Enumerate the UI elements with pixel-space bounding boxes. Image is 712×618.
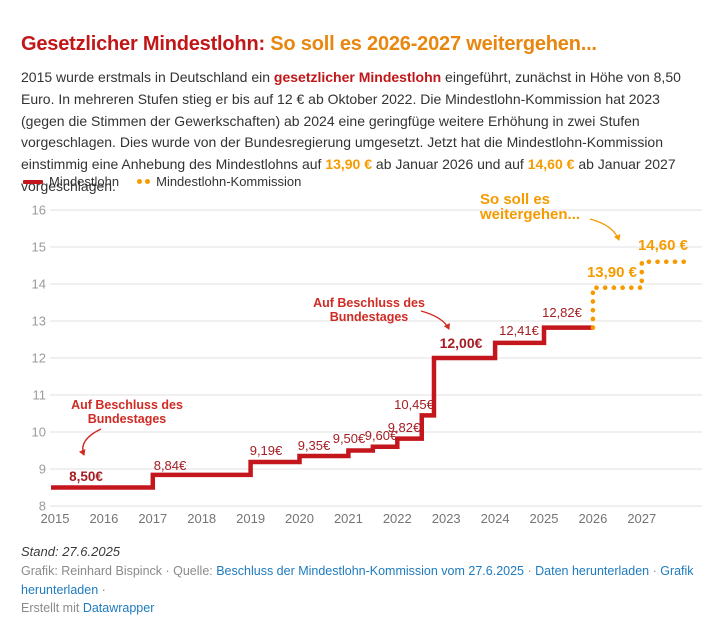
intro-highlight-1460: 14,60 € <box>527 156 575 173</box>
y-tick-label: 8 <box>39 499 46 514</box>
value-label: 10,45€ <box>394 397 435 412</box>
separator-1: · <box>524 564 536 578</box>
x-tick-label: 2027 <box>627 511 656 526</box>
y-tick-label: 11 <box>33 388 47 403</box>
x-tick-label: 2023 <box>432 511 461 526</box>
chart-svg: 8 9 10 11 12 13 14 15 16 2015 2016 2017 2018 2019 2020… <box>32 191 702 526</box>
series-kommission <box>590 259 695 330</box>
legend-label-kommission: Mindestlohn-Kommission <box>156 174 302 189</box>
red-line-swatch-icon <box>23 179 43 184</box>
annotation-2: So soll esweitergehen... <box>479 191 621 241</box>
value-label: 8,50€ <box>69 469 103 484</box>
datawrapper-link[interactable]: Datawrapper <box>82 601 155 615</box>
title-part-orange: So soll es 2026-2027 weitergehen... <box>270 33 597 56</box>
page: Gesetzlicher Mindestlohn: So soll es 202… <box>0 31 712 615</box>
x-tick-label: 2020 <box>285 511 314 526</box>
y-tick-label: 14 <box>32 277 46 292</box>
value-label: 12,41€ <box>499 323 540 338</box>
y-tick-label: 13 <box>32 314 46 329</box>
intro-highlight-mindestlohn: gesetzlicher Mindestlohn <box>273 69 442 85</box>
value-label: 9,82€ <box>388 420 421 435</box>
annotation-arrow-icon <box>589 218 621 241</box>
x-tick-label: 2018 <box>187 511 216 526</box>
intro-seg-2: eingeführt, zunächst in Höhe von 8,50 Eu… <box>21 69 681 173</box>
x-axis: 2015 2016 2017 2018 2019 2020 2021 2022 2023 2024… <box>41 511 657 526</box>
x-tick-label: 2015 <box>41 511 70 526</box>
orange-dots-swatch-icon <box>137 179 151 184</box>
credit-prefix: Grafik: Reinhard Bispinck · Quelle: <box>21 564 217 578</box>
legend-item-kommission: Mindestlohn-Kommission <box>137 174 301 189</box>
y-tick-label: 12 <box>32 351 46 366</box>
source-link[interactable]: Beschluss der Mindestlohn-Kommission vom… <box>216 564 525 578</box>
annotation-text: weitergehen... <box>479 206 580 223</box>
x-tick-label: 2022 <box>383 511 412 526</box>
annotation-text: Bundestages <box>88 412 167 426</box>
annotation-text: Auf Beschluss des <box>71 398 183 412</box>
step-chart: 8 9 10 11 12 13 14 15 16 2015 2016 2017 2018 2019 2020… <box>0 191 712 532</box>
intro-highlight-1390: 13,90 € <box>325 156 373 173</box>
y-tick-label: 9 <box>39 462 46 477</box>
y-tick-label: 15 <box>32 240 46 255</box>
intro-seg-1: 2015 wurde erstmals in Deutschland ein <box>21 69 274 85</box>
value-label: 12,82€ <box>542 305 583 320</box>
y-tick-label: 10 <box>32 425 46 440</box>
value-label: 12,00€ <box>440 335 483 351</box>
chart-legend: Mindestlohn Mindestlohn-Kommission <box>23 174 301 189</box>
separator-2: · <box>649 564 661 578</box>
annotation-text: Auf Beschluss des <box>313 296 425 310</box>
x-tick-label: 2025 <box>530 511 559 526</box>
value-label: 9,60€ <box>365 428 398 443</box>
series-mindestlohn <box>51 325 593 490</box>
annotation-text: Bundestages <box>330 310 409 324</box>
y-tick-label: 16 <box>32 203 46 218</box>
download-data-link[interactable]: Daten herunterladen <box>535 564 650 578</box>
stand-note: Stand: 27.6.2025 <box>21 544 121 559</box>
annotation-arrow-icon <box>420 310 450 330</box>
x-tick-label: 2024 <box>481 511 510 526</box>
separator-3: · <box>98 582 106 597</box>
page-title: Gesetzlicher Mindestlohn: So soll es 202… <box>21 31 697 57</box>
value-labels: 8,50€ 8,84€ 9,19€ 9,35€ 9,50€ 9,60€9,82€ 10,45… <box>69 237 689 484</box>
annotation-text: So soll es <box>480 192 550 208</box>
value-label: 14,60 € <box>638 237 689 254</box>
attribution-line: Grafik: Reinhard Bispinck · Quelle: Besc… <box>21 562 697 618</box>
intro-seg-3: ab Januar 2026 und auf <box>372 156 528 173</box>
value-label: 9,50€ <box>333 431 366 446</box>
legend-label-mindestlohn: Mindestlohn <box>49 174 120 189</box>
legend-item-mindestlohn: Mindestlohn <box>23 174 119 189</box>
value-label: 8,84€ <box>154 458 187 473</box>
value-label: 9,35€ <box>298 438 331 453</box>
annotation-arrow-icon <box>78 428 102 456</box>
x-tick-label: 2017 <box>138 511 167 526</box>
value-label: 13,90 € <box>587 264 638 281</box>
x-tick-label: 2016 <box>89 511 118 526</box>
intro-seg-4: ab Januar 2027 vorgeschlagen. <box>21 156 676 194</box>
made-with-label: Erstellt mit <box>21 601 83 615</box>
intro-paragraph: 2015 wurde erstmals in Deutschland ein g… <box>21 67 697 198</box>
gridlines: 8 9 10 11 12 13 14 15 16 <box>32 203 702 514</box>
download-image-link[interactable]: Grafik herunterladen <box>21 564 694 597</box>
x-tick-label: 2026 <box>578 511 607 526</box>
title-part-red: Gesetzlicher Mindestlohn: <box>21 33 271 56</box>
x-tick-label: 2019 <box>236 511 265 526</box>
x-tick-label: 2021 <box>334 511 363 526</box>
value-label: 9,19€ <box>250 443 283 458</box>
